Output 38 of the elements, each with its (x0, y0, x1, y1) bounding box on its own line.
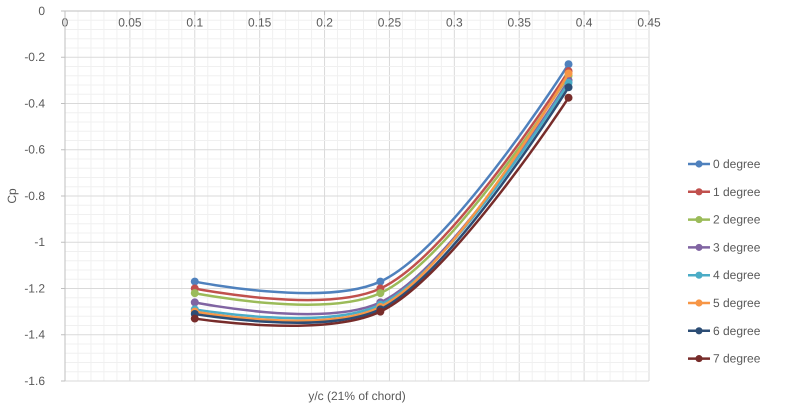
legend-label: 5 degree (713, 296, 761, 310)
y-tick-label: -1.6 (24, 374, 46, 388)
y-tick-label: -1 (34, 235, 46, 250)
y-tick-label: -1.2 (24, 281, 46, 296)
y-tick-label: -0.8 (24, 188, 46, 203)
x-tick-label: 0.25 (378, 16, 402, 30)
point (376, 308, 384, 316)
y-tick-label: -0.2 (24, 50, 46, 64)
point (190, 289, 199, 298)
legend-label: 2 degree (713, 212, 761, 227)
x-tick-label: 0.05 (118, 16, 142, 30)
x-axis-title: y/c (21% of chord) (308, 389, 406, 403)
x-tick-label: 0.3 (446, 16, 463, 30)
point (190, 298, 199, 306)
legend-label: 3 degree (713, 240, 761, 254)
legend-label: 7 degree (713, 352, 761, 366)
x-tick-label: 0.1 (186, 16, 204, 30)
legend-label: 6 degree (713, 324, 761, 338)
y-tick-label: -0.4 (24, 96, 46, 110)
x-tick-label: 0.45 (637, 16, 661, 30)
x-tick-label: 0.35 (508, 16, 532, 30)
point (190, 314, 199, 323)
y-tick-label: -0.6 (24, 142, 46, 157)
point (564, 83, 573, 92)
y-axis-title: Cp (5, 188, 19, 204)
y-tick-label: 0 (38, 4, 46, 18)
point (376, 289, 384, 298)
legend-label: 0 degree (713, 157, 761, 171)
point (190, 278, 199, 286)
y-tick-label: -1.4 (24, 328, 46, 342)
point (564, 60, 573, 68)
point (376, 278, 384, 286)
x-tick-label: 0.2 (316, 16, 334, 30)
x-tick-label: 0.15 (248, 16, 272, 30)
legend-label: 1 degree (713, 184, 761, 199)
point (564, 94, 573, 102)
legend-label: 4 degree (713, 268, 761, 282)
x-tick-label: 0.4 (576, 16, 593, 30)
